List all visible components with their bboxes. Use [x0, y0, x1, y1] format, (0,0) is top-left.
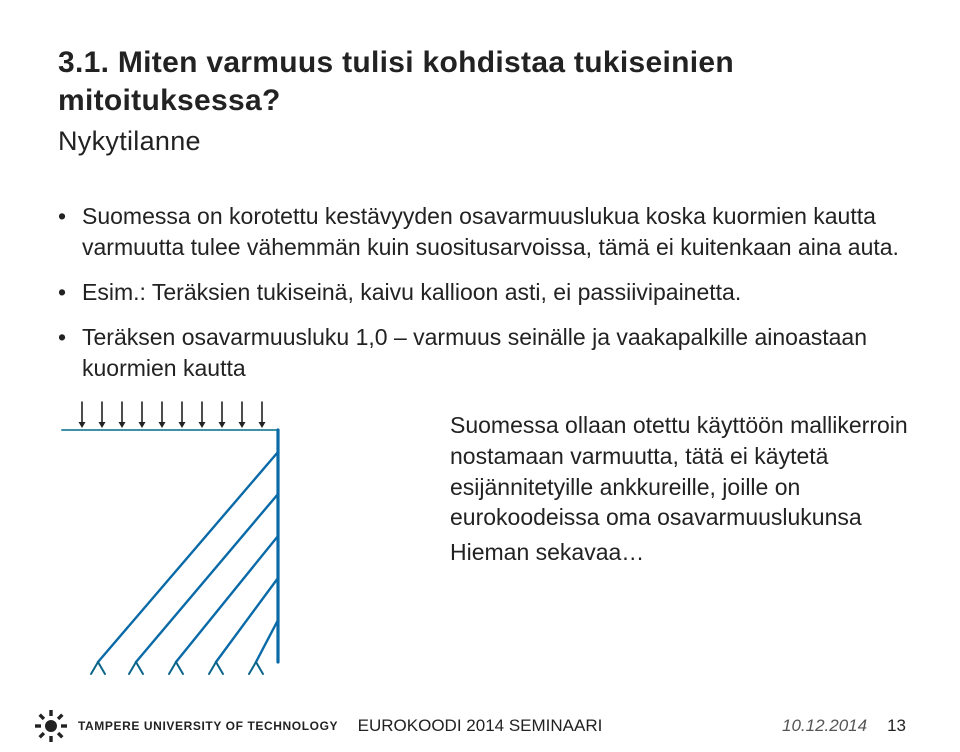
right-p2: Hieman sekavaa… [450, 537, 920, 568]
title-line-2: mitoituksessa? [58, 84, 281, 117]
bullet-marker: • [58, 277, 82, 308]
title-line-1: 3.1. Miten varmuus tulisi kohdistaa tuki… [58, 46, 734, 79]
slide-title: 3.1. Miten varmuus tulisi kohdistaa tuki… [58, 44, 902, 159]
body: • Suomessa on korotettu kestävyyden osav… [58, 201, 902, 688]
subtitle: Nykytilanne [58, 125, 902, 159]
bullet-2: • Esim.: Teräksien tukiseinä, kaivu kall… [58, 277, 902, 308]
bullet-1: • Suomessa on korotettu kestävyyden osav… [58, 201, 902, 263]
bullet-marker: • [58, 201, 82, 263]
footer-right: 10.12.2014 13 [782, 716, 906, 736]
bullet-3-text: Teräksen osavarmuusluku 1,0 – varmuus se… [82, 322, 902, 384]
bullet-1-text: Suomessa on korotettu kestävyyden osavar… [82, 201, 902, 263]
retaining-wall-diagram [58, 398, 428, 688]
right-commentary: Suomessa ollaan otettu käyttöön malliker… [450, 410, 920, 572]
slide: 3.1. Miten varmuus tulisi kohdistaa tuki… [0, 0, 960, 752]
bullet-3: • Teräksen osavarmuusluku 1,0 – varmuus … [58, 322, 902, 384]
footer-date: 10.12.2014 [782, 716, 867, 736]
right-p1: Suomessa ollaan otettu käyttöön malliker… [450, 410, 920, 533]
bullet-2-text: Esim.: Teräksien tukiseinä, kaivu kallio… [82, 277, 902, 308]
footer: TAMPERE UNIVERSITY OF TECHNOLOGY EUROKOO… [0, 700, 960, 752]
diagram-area: Suomessa ollaan otettu käyttöön malliker… [58, 398, 902, 688]
bullet-marker: • [58, 322, 82, 384]
page-number: 13 [887, 716, 906, 736]
